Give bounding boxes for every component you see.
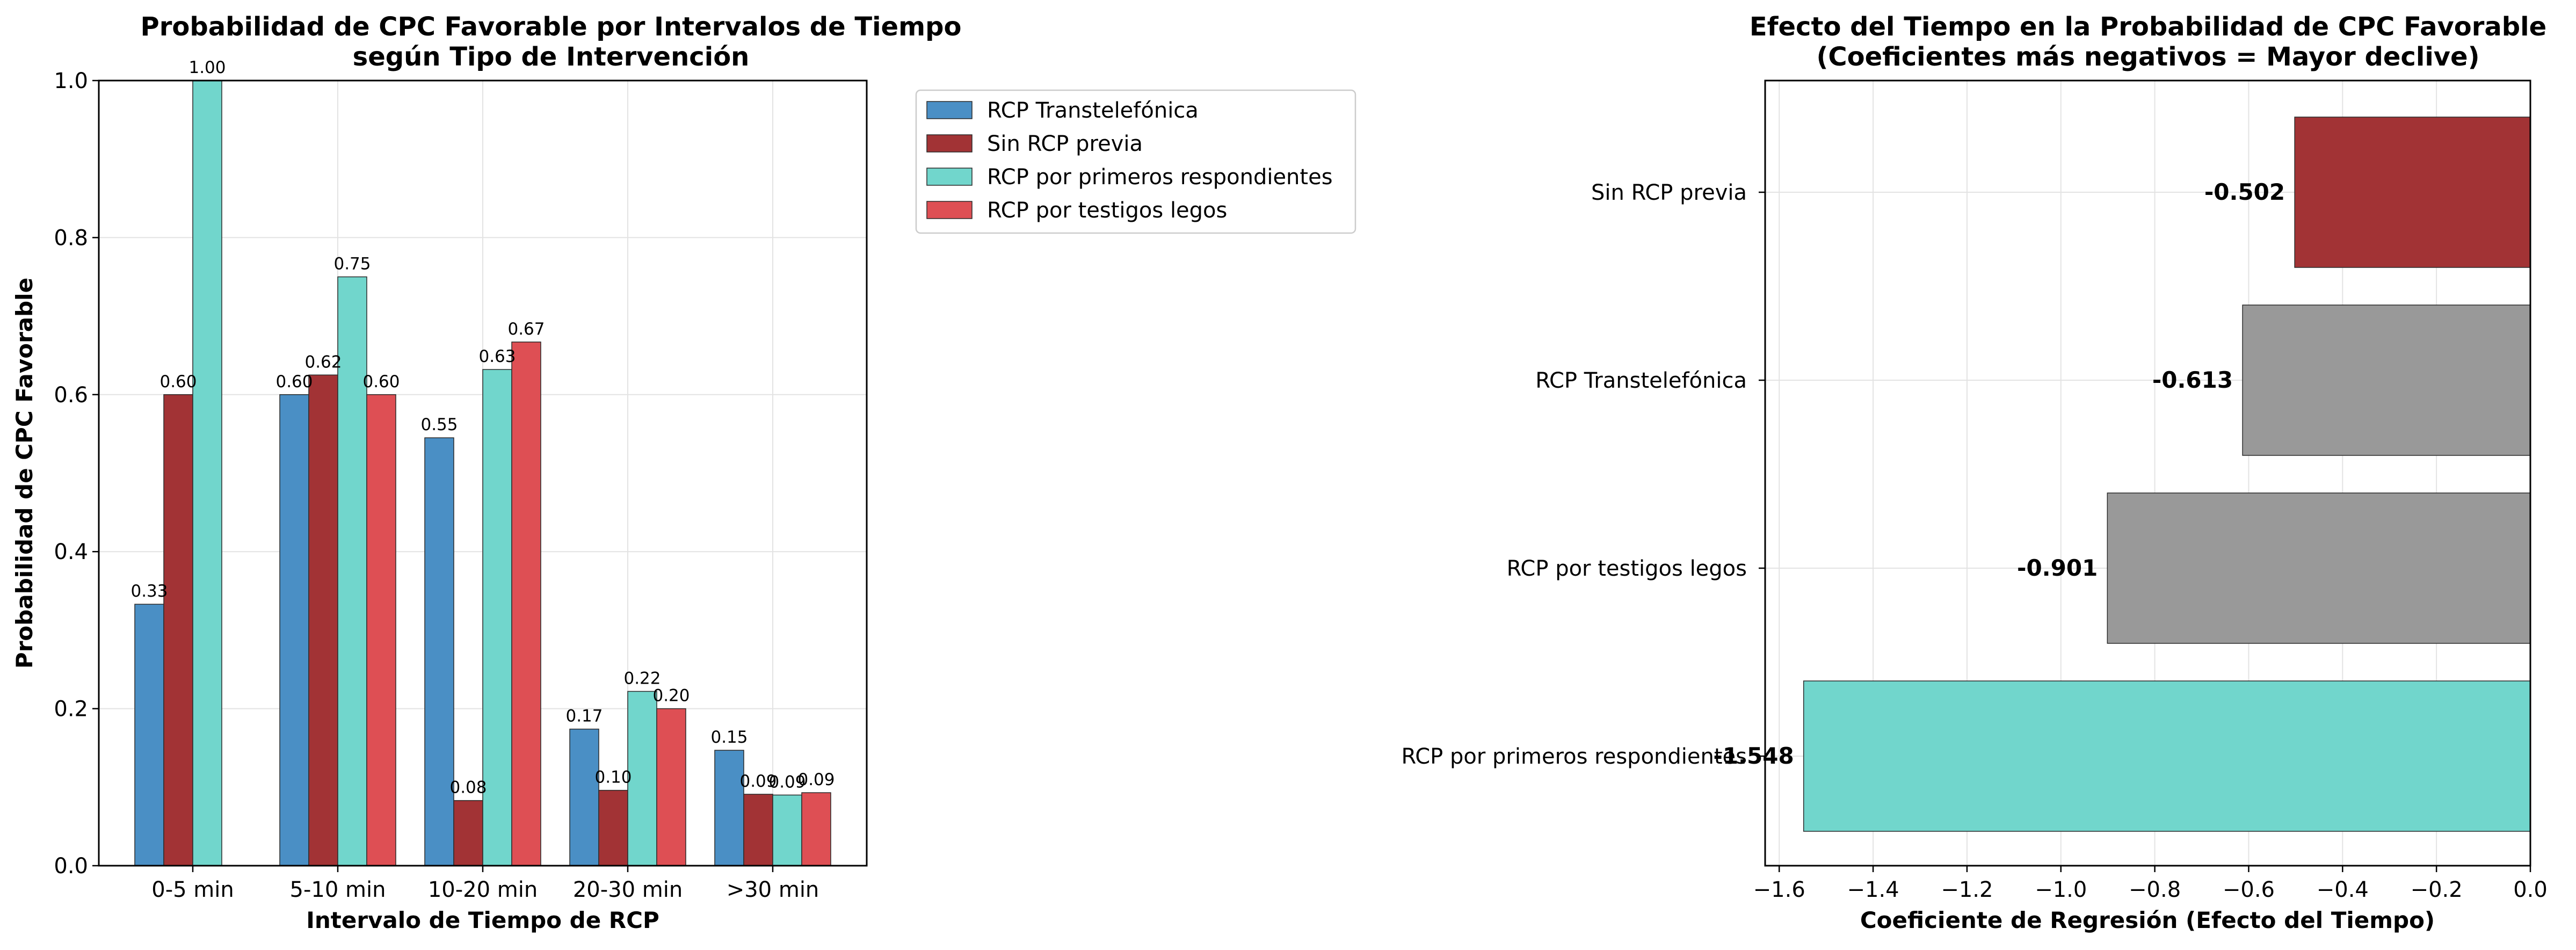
- coef-value-label: -0.613: [2152, 367, 2233, 393]
- left-chart: Probabilidad de CPC Favorable por Interv…: [11, 12, 1356, 933]
- right-x-tick-label: −1.2: [1941, 878, 1993, 902]
- bar-2-3: [627, 691, 657, 866]
- legend-swatch: [926, 101, 973, 119]
- right-x-tick-label: −0.4: [2317, 878, 2369, 902]
- bar-value-label: 0.67: [507, 320, 545, 339]
- legend-swatch: [926, 168, 973, 186]
- bar-value-label: 0.63: [478, 347, 516, 366]
- bar-0-3: [569, 728, 599, 866]
- bar-2-2: [482, 369, 512, 866]
- coef-bar-0: [2294, 117, 2531, 268]
- right-x-tick-label: −1.6: [1753, 878, 1805, 902]
- bar-3-4: [801, 792, 831, 866]
- legend-swatch: [926, 201, 973, 219]
- bar-value-label: 0.17: [565, 707, 603, 726]
- right-y-tick-label: RCP por testigos legos: [1507, 556, 1747, 581]
- bar-0-0: [134, 604, 164, 866]
- coef-value-label: -0.502: [2204, 179, 2285, 205]
- bar-2-1: [337, 276, 367, 866]
- coef-bar-1: [2242, 304, 2531, 456]
- left-chart-subtitle: según Tipo de Intervención: [353, 42, 750, 72]
- bar-value-label: 0.08: [449, 778, 487, 797]
- left-x-tick-label: 0-5 min: [151, 878, 234, 902]
- right-x-tick-label: −1.4: [1847, 878, 1899, 902]
- right-x-tick-label: −1.0: [2035, 878, 2087, 902]
- right-y-tick-label: Sin RCP previa: [1591, 180, 1747, 205]
- legend: RCP Transtelefónica Sin RCP previa RCP por…: [915, 89, 1356, 234]
- bar-3-3: [656, 708, 686, 866]
- right-chart: Efecto del Tiempo en la Probabilidad de …: [1401, 12, 2547, 933]
- right-coefficient-labels: -0.502 -0.613 -0.901 -1.548: [1713, 179, 2285, 769]
- bar-value-label: 0.10: [594, 768, 632, 787]
- left-x-axis-label: Intervalo de Tiempo de RCP: [306, 907, 659, 933]
- left-x-tick-label: 20-30 min: [573, 878, 683, 902]
- right-x-tick-label: −0.2: [2411, 878, 2463, 902]
- bar-0-2: [424, 437, 454, 866]
- bar-value-label: 1.00: [188, 58, 226, 77]
- bar-value-label: 0.09: [739, 772, 777, 791]
- right-x-tick-label: 0.0: [2513, 878, 2548, 902]
- bar-0-4: [714, 750, 744, 866]
- left-y-tick-label: 0.4: [54, 540, 88, 564]
- legend-swatch: [926, 134, 973, 153]
- right-x-axis-label: Coeficiente de Regresión (Efecto del Tie…: [1860, 907, 2435, 933]
- left-x-tick-label: 5-10 min: [290, 878, 386, 902]
- right-x-tick-label: −0.8: [2129, 878, 2181, 902]
- left-y-tick-label: 0.8: [54, 226, 88, 250]
- bar-value-label: 0.33: [130, 582, 168, 601]
- right-x-ticks: −1.6 −1.4 −1.2 −1.0 −0.8 −0.6 −0.4 −0.2 0.0: [1753, 866, 2548, 902]
- bar-value-label: 0.62: [304, 352, 342, 372]
- left-y-axis-label: Probabilidad de CPC Favorable: [11, 278, 38, 669]
- legend-label: RCP Transtelefónica: [987, 98, 1199, 123]
- bar-1-2: [453, 800, 483, 866]
- bar-value-label: 0.09: [797, 770, 835, 789]
- bar-2-4: [772, 794, 802, 866]
- left-y-tick-label: 0.0: [54, 854, 88, 879]
- left-chart-title: Probabilidad de CPC Favorable por Interv…: [141, 12, 962, 42]
- bar-value-label: 0.75: [333, 255, 371, 274]
- bar-value-label: 0.22: [623, 669, 661, 688]
- coef-bar-2: [2107, 492, 2531, 644]
- left-y-tick-label: 0.6: [54, 383, 88, 408]
- bar-value-label: 0.60: [159, 372, 197, 391]
- bar-0-1: [279, 394, 309, 866]
- left-data-labels: 0.330.601.000.600.620.750.600.550.080.63…: [130, 58, 835, 797]
- legend-label: RCP por primeros respondientes: [987, 165, 1333, 190]
- bar-2-0: [192, 80, 222, 866]
- right-y-tick-label: RCP Transtelefónica: [1535, 368, 1747, 393]
- left-y-tick-label: 1.0: [54, 69, 88, 93]
- bar-1-0: [163, 394, 193, 866]
- left-x-tick-label: 10-20 min: [428, 878, 538, 902]
- right-bars: [1803, 117, 2531, 832]
- bar-value-label: 0.09: [768, 772, 806, 792]
- bar-value-label: 0.55: [420, 415, 458, 434]
- legend-frame: [915, 89, 1356, 234]
- left-bars: [134, 80, 831, 866]
- left-y-ticks: 0.0 0.2 0.4 0.6 0.8 1.0: [54, 69, 99, 879]
- right-chart-title: Efecto del Tiempo en la Probabilidad de …: [1750, 12, 2546, 42]
- bar-1-3: [598, 789, 628, 866]
- legend-label: RCP por testigos legos: [987, 198, 1227, 223]
- bar-1-4: [743, 794, 773, 866]
- bar-3-1: [366, 394, 396, 866]
- right-y-tick-label: RCP por primeros respondientes: [1401, 744, 1747, 769]
- bar-value-label: 0.20: [652, 686, 690, 706]
- left-y-tick-label: 0.2: [54, 697, 88, 722]
- right-plot-frame: [1764, 79, 2531, 867]
- left-x-ticks: 0-5 min 5-10 min 10-20 min 20-30 min >30 min: [151, 866, 819, 902]
- coef-bar-3: [1803, 680, 2531, 832]
- right-x-tick-label: −0.6: [2223, 878, 2275, 902]
- legend-label: Sin RCP previa: [987, 132, 1143, 156]
- bar-value-label: 0.60: [275, 372, 313, 391]
- right-y-ticks: Sin RCP previa RCP Transtelefónica RCP por…: [1401, 180, 1765, 769]
- bar-value-label: 0.60: [362, 372, 400, 391]
- bar-3-2: [511, 342, 541, 866]
- left-x-tick-label: >30 min: [727, 878, 819, 902]
- coef-value-label: -0.901: [2017, 555, 2098, 581]
- right-chart-subtitle: (Coeficientes más negativos = Mayor decl…: [1816, 42, 2479, 72]
- coef-value-label: -1.548: [1713, 743, 1794, 769]
- bar-1-1: [308, 374, 338, 866]
- bar-value-label: 0.15: [710, 728, 748, 747]
